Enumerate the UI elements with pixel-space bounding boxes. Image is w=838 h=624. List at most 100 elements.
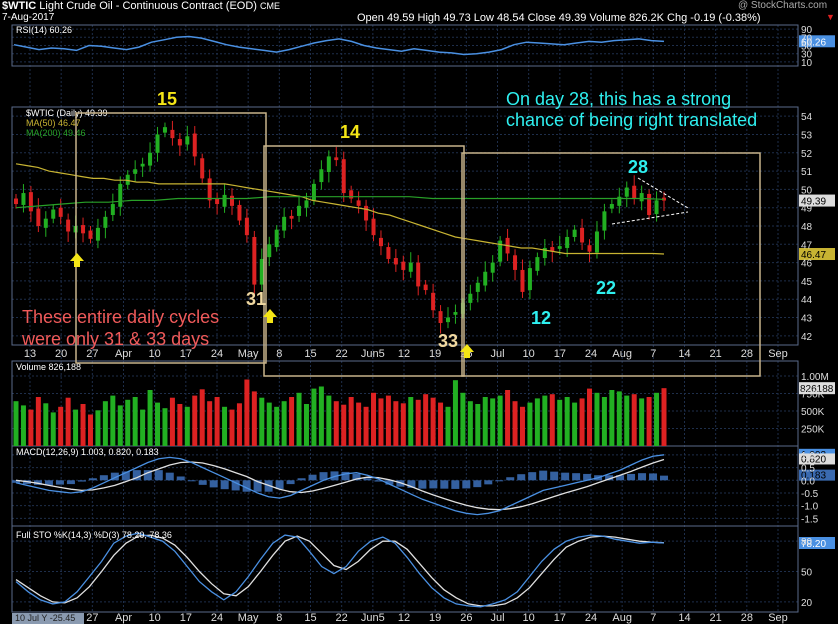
sto-k-line bbox=[15, 532, 665, 608]
volume-bar bbox=[609, 390, 615, 446]
macd-histogram-bar bbox=[528, 472, 537, 481]
macd-histogram-bar bbox=[308, 474, 317, 481]
volume-bar bbox=[274, 406, 280, 446]
macd-histogram-bar bbox=[638, 473, 647, 481]
price-candle bbox=[632, 185, 637, 199]
price-candle bbox=[520, 269, 525, 292]
price-candle bbox=[468, 293, 473, 303]
ma50-tag-text: 46.47 bbox=[801, 250, 826, 261]
rsi-y-tick: 30 bbox=[801, 50, 813, 61]
price-candle bbox=[587, 245, 592, 252]
price-candle bbox=[423, 284, 428, 291]
x-tick-label: 7 bbox=[650, 348, 656, 360]
price-candle bbox=[550, 247, 555, 252]
ohlc-summary: Open 49.59 High 49.73 Low 48.54 Close 49… bbox=[357, 12, 761, 24]
volume-bar bbox=[132, 397, 138, 446]
vol-y-tick: 1.00M bbox=[801, 372, 829, 383]
macd-histogram-bar bbox=[440, 480, 449, 489]
volume-bar bbox=[326, 395, 332, 446]
triangle-lower-line bbox=[611, 211, 689, 225]
macd-histogram-bar bbox=[231, 480, 240, 491]
time-scrollbar-thumb[interactable]: 10 Jul Y -25.45 bbox=[12, 613, 84, 624]
note-right-line1: On day 28, this has a strong bbox=[506, 89, 732, 109]
x-tick-label: May bbox=[238, 348, 259, 360]
price-candle bbox=[513, 255, 518, 270]
x-tick-label: 28 bbox=[741, 348, 753, 360]
price-candle bbox=[378, 237, 383, 247]
price-candle bbox=[453, 312, 458, 315]
price-candle bbox=[177, 139, 182, 146]
macd-histogram-bar bbox=[495, 480, 504, 482]
volume-bar bbox=[631, 394, 637, 446]
macd-histogram-bar bbox=[187, 480, 196, 482]
volume-bar bbox=[333, 401, 339, 446]
price-candle bbox=[460, 302, 465, 314]
volume-bar bbox=[251, 391, 257, 446]
price-candle bbox=[230, 195, 234, 206]
price-candle bbox=[647, 193, 652, 216]
macd-histogram-bar bbox=[583, 473, 592, 481]
cycle-label-31: 31 bbox=[246, 289, 267, 309]
volume-bar bbox=[184, 406, 190, 446]
macd-histogram-bar bbox=[242, 480, 251, 492]
price-candle bbox=[110, 204, 115, 216]
sto-y-tick: 20 bbox=[801, 598, 813, 609]
volume-bar bbox=[527, 402, 533, 446]
volume-bar bbox=[564, 397, 570, 446]
price-candle bbox=[43, 218, 48, 228]
price-candle bbox=[527, 268, 532, 291]
volume-bar bbox=[214, 397, 220, 446]
sto-panel-border bbox=[11, 525, 799, 613]
macd-histogram-bar bbox=[77, 480, 86, 482]
volume-bar bbox=[557, 399, 563, 446]
price-y-tick: 51 bbox=[801, 167, 813, 178]
price-candle bbox=[185, 136, 190, 145]
macd-histogram-bar bbox=[66, 480, 75, 485]
price-candle bbox=[356, 200, 361, 206]
x-tick-label: 24 bbox=[211, 348, 223, 360]
volume-tag bbox=[799, 382, 835, 395]
price-candle bbox=[557, 246, 562, 249]
volume-bar bbox=[341, 404, 347, 446]
symbol: $WTIC bbox=[2, 0, 37, 12]
price-candle bbox=[252, 236, 257, 285]
last-price-tag bbox=[799, 194, 835, 207]
volume-bar bbox=[58, 406, 64, 446]
price-candle bbox=[215, 198, 220, 205]
volume-bar bbox=[80, 404, 86, 446]
volume-bar bbox=[475, 404, 481, 446]
macd-histogram-bar bbox=[154, 470, 163, 481]
volume-bar bbox=[43, 403, 49, 446]
price-candle bbox=[408, 262, 413, 272]
x-tick-label: Jun5 bbox=[361, 348, 385, 360]
price-candle bbox=[36, 208, 41, 226]
grid-lines bbox=[12, 25, 798, 612]
cycle-box-3 bbox=[461, 152, 761, 377]
volume-bar bbox=[616, 391, 622, 446]
x-tick-label-bottom: 26 bbox=[460, 612, 472, 624]
price-candle bbox=[475, 282, 480, 292]
macd-histogram-bar bbox=[121, 471, 130, 481]
price-candle bbox=[51, 209, 56, 219]
price-candle bbox=[639, 193, 644, 202]
last-price-tag-text: 49.39 bbox=[801, 197, 826, 208]
rsi-y-tick: 70 bbox=[801, 33, 813, 44]
price-y-tick: 48 bbox=[801, 222, 813, 233]
cycle-label-22: 22 bbox=[596, 278, 617, 298]
macd-histogram-bar bbox=[12, 480, 20, 483]
macd-y-tick: -1.5 bbox=[801, 514, 819, 525]
volume-bar bbox=[244, 379, 250, 446]
cycle-box-2 bbox=[263, 145, 465, 377]
macd-y-tick: -0.5 bbox=[801, 489, 819, 500]
price-candle bbox=[572, 229, 577, 237]
macd-histogram-bar bbox=[407, 480, 416, 488]
price-candle bbox=[416, 262, 421, 287]
price-candle bbox=[431, 292, 436, 311]
volume-bar bbox=[28, 409, 34, 446]
x-tick-label: 20 bbox=[55, 348, 67, 360]
price-candle bbox=[267, 244, 272, 258]
price-y-tick: 54 bbox=[801, 112, 813, 123]
macd-histogram-bar bbox=[473, 480, 482, 488]
x-tick-label-bottom: 7 bbox=[650, 612, 656, 624]
